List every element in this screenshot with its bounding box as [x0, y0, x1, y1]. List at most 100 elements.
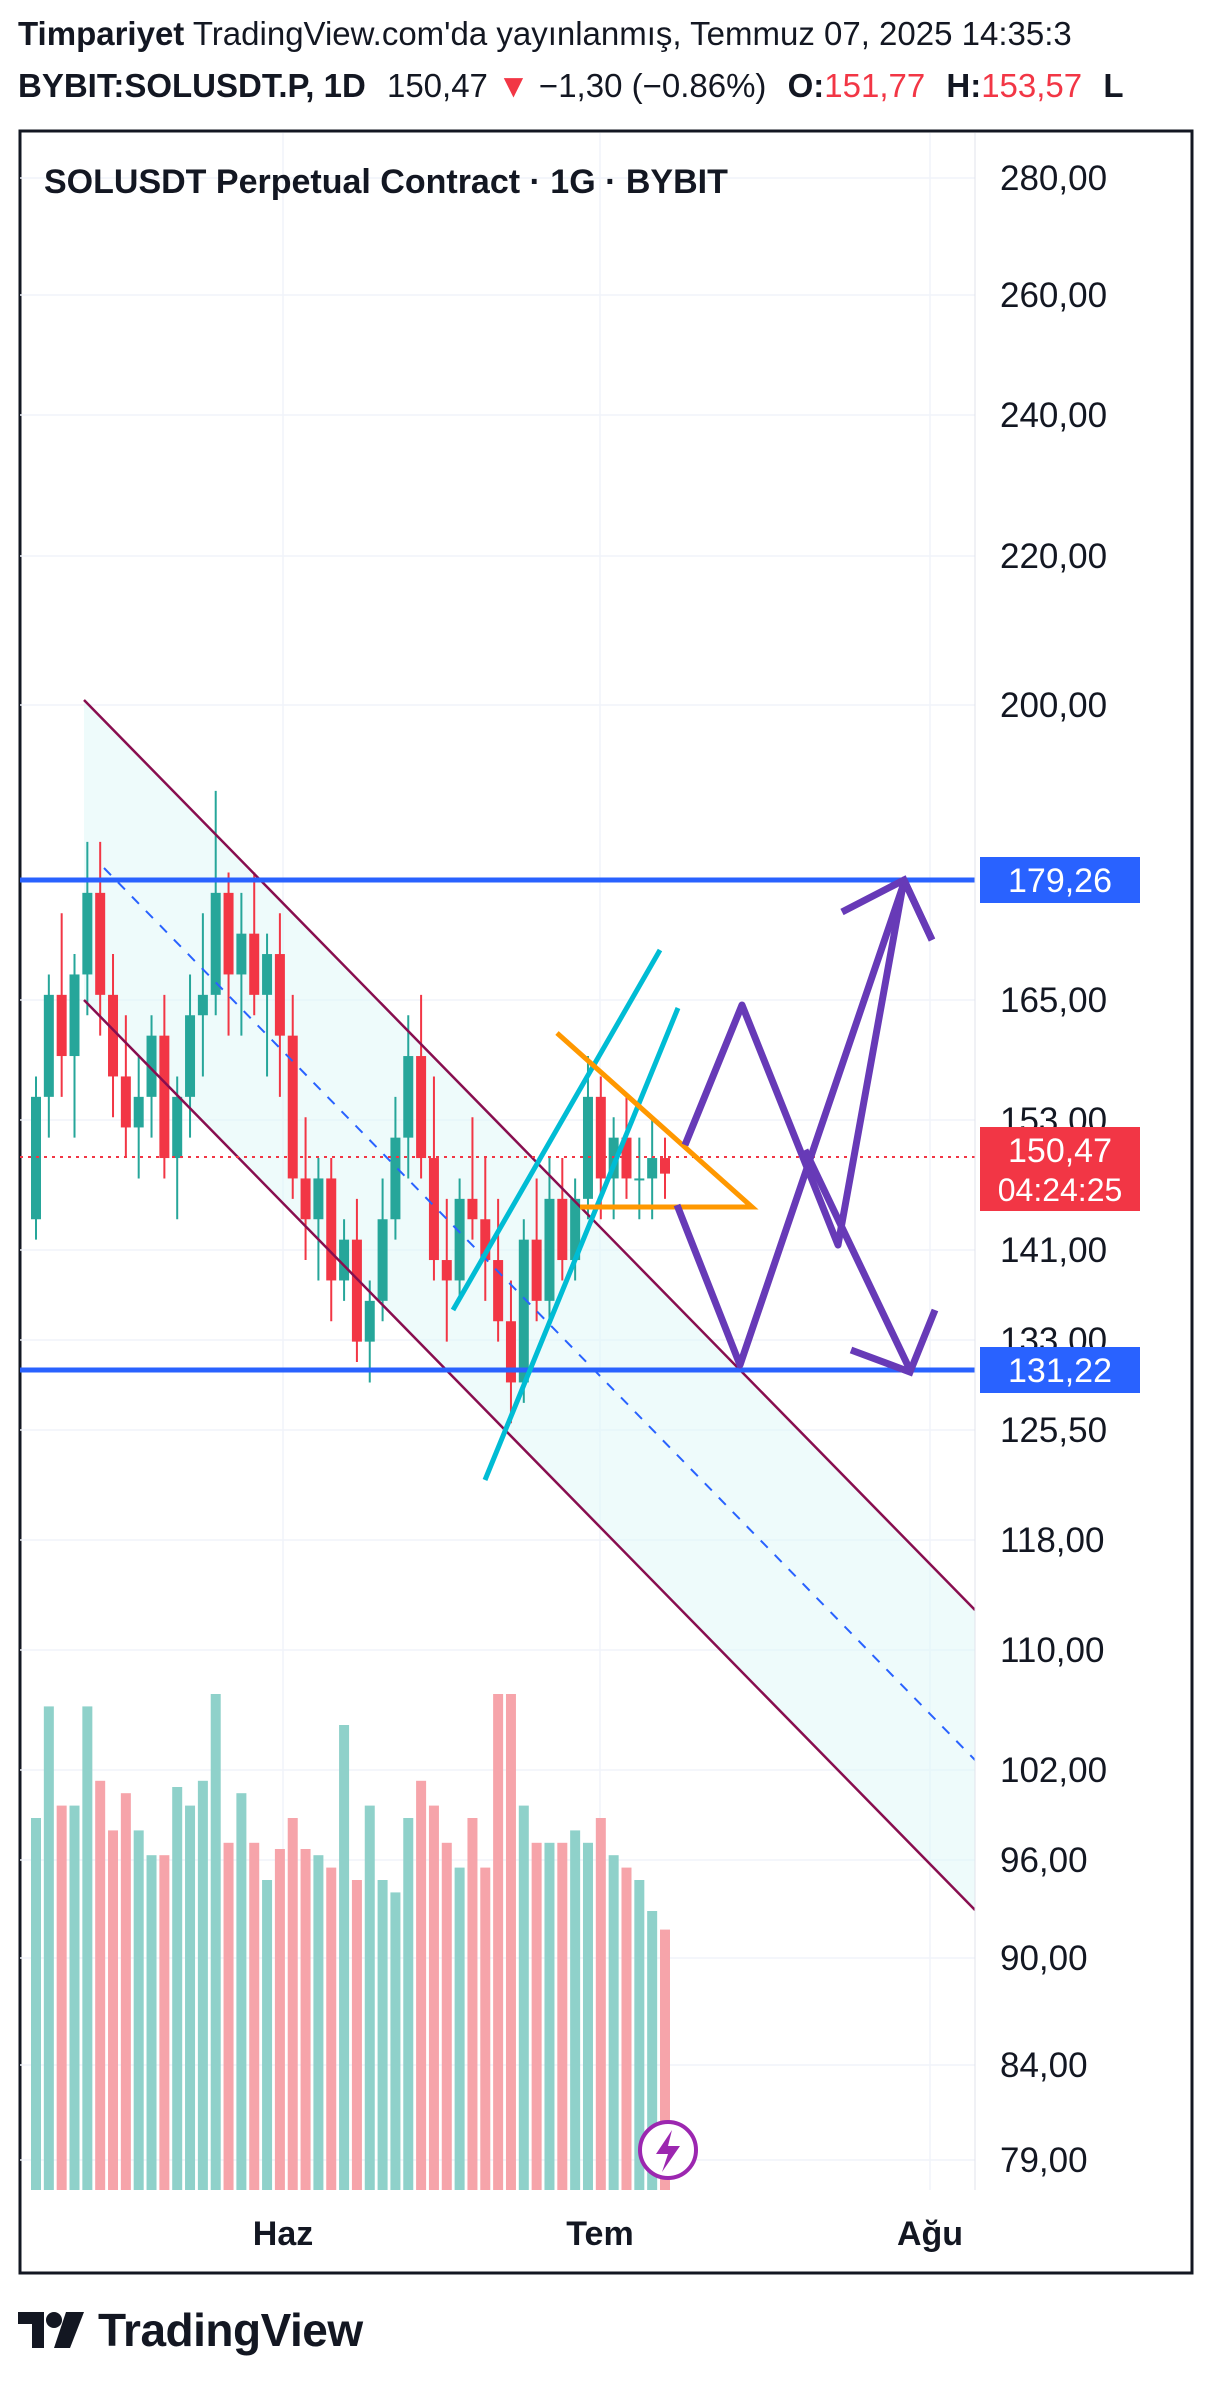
- candle-body: [621, 1137, 632, 1179]
- y-tick-label: 90,00: [1000, 1939, 1088, 1978]
- volume-bar: [31, 1818, 41, 2190]
- price-label-value: 131,22: [1008, 1352, 1112, 1390]
- volume-bar: [582, 1842, 593, 2190]
- volume-bar: [197, 1780, 208, 2190]
- low-label: L: [1103, 67, 1124, 104]
- candle-body: [570, 1198, 581, 1261]
- candle-body: [95, 892, 106, 995]
- volume-bar: [493, 1694, 504, 2190]
- candle-body: [518, 1239, 529, 1383]
- volume-bar: [43, 1706, 54, 2190]
- candle-body: [120, 1076, 131, 1128]
- volume-bar: [518, 1805, 529, 2190]
- volume-bar: [634, 1880, 645, 2190]
- author-name[interactable]: Timpariyet: [18, 15, 185, 52]
- volume-bar: [480, 1867, 491, 2190]
- volume-bar: [557, 1842, 568, 2190]
- candle-body: [544, 1198, 555, 1301]
- volume-bar: [82, 1706, 93, 2190]
- candle-body: [197, 994, 208, 1016]
- candle-body: [557, 1198, 568, 1261]
- price-label-value: 150,47: [1008, 1132, 1112, 1170]
- candle-body: [159, 1035, 170, 1159]
- tradingview-logo[interactable]: TradingView: [18, 2300, 363, 2360]
- volume-bar: [621, 1867, 632, 2190]
- y-tick-label: 141,00: [1000, 1231, 1107, 1270]
- candle-body: [82, 892, 93, 975]
- channel-upper-line: [83, 699, 976, 1611]
- volume-bar: [108, 1830, 119, 2190]
- candle-body: [300, 1178, 311, 1220]
- candle-body: [582, 1096, 593, 1199]
- y-tick-label: 125,50: [1000, 1411, 1107, 1450]
- y-tick-label: 200,00: [1000, 686, 1107, 725]
- y-tick-label: 240,00: [1000, 396, 1107, 435]
- candle-body: [146, 1035, 157, 1097]
- candle-body: [262, 954, 273, 995]
- volume-bar: [660, 1929, 670, 2190]
- volume-bar: [390, 1892, 401, 2190]
- price-label-box: [980, 857, 1140, 903]
- volume-bar: [441, 1842, 452, 2190]
- last-price: 150,47: [386, 67, 488, 104]
- price-change: −1,30 (−0.86%): [538, 67, 767, 104]
- purple-bear-arrowhead: [849, 1308, 939, 1377]
- candle-body: [274, 954, 285, 1036]
- candle-body: [69, 974, 80, 1057]
- volume-bar: [210, 1694, 221, 2190]
- lightning-icon[interactable]: [638, 2120, 698, 2180]
- candle-body: [364, 1300, 375, 1342]
- price-label-value: 179,26: [1008, 862, 1112, 900]
- candle-body: [454, 1198, 465, 1281]
- ohlc-line: BYBIT:SOLUSDT.P, 1D 150,47 ▼ −1,30 (−0.8…: [18, 60, 1208, 112]
- candle-body: [428, 1158, 439, 1261]
- volume-bar: [608, 1855, 619, 2190]
- volume-bars: [31, 1694, 670, 2190]
- volume-bar: [172, 1787, 183, 2190]
- candle-body: [223, 892, 234, 975]
- candle-body: [210, 892, 221, 995]
- candle-body: [647, 1158, 658, 1179]
- volume-bar: [403, 1818, 414, 2190]
- candle-body: [493, 1260, 504, 1322]
- tradingview-logo-icon: [18, 2312, 84, 2348]
- candle-body: [313, 1178, 324, 1220]
- purple-bear-path-2: [801, 1148, 914, 1372]
- volume-bar: [647, 1911, 658, 2190]
- down-arrow-icon: ▼: [497, 67, 530, 104]
- volume-bar: [300, 1849, 311, 2190]
- y-tick-label: 280,00: [1000, 159, 1107, 198]
- high-label: H:: [946, 67, 982, 104]
- y-tick-label: 220,00: [1000, 537, 1107, 576]
- candle-body: [31, 1096, 41, 1220]
- candle-body: [403, 1056, 414, 1138]
- symbol-label: BYBIT:SOLUSDT.P, 1D: [18, 67, 366, 104]
- price-label-box: [980, 1127, 1140, 1211]
- orange-triangle: [555, 1031, 759, 1210]
- purple-bear-path: [673, 878, 909, 1369]
- candle-body: [249, 933, 260, 995]
- candle-body: [480, 1219, 491, 1261]
- x-tick-label: Tem: [566, 2215, 633, 2253]
- volume-bar: [595, 1818, 606, 2190]
- volume-bar: [249, 1842, 260, 2190]
- chart-header: Timpariyet TradingView.com'da yayınlanmı…: [18, 8, 1208, 112]
- x-tick-label: Ağu: [897, 2215, 963, 2253]
- candle-body: [467, 1198, 478, 1220]
- candle-body: [339, 1239, 350, 1281]
- candle-body: [595, 1096, 606, 1179]
- candle-body: [531, 1239, 542, 1301]
- volume-bar: [544, 1842, 555, 2190]
- candle-body: [505, 1321, 516, 1383]
- candle-body: [326, 1178, 337, 1281]
- volume-bar: [262, 1880, 273, 2190]
- volume-bar: [236, 1793, 247, 2190]
- volume-bar: [159, 1855, 170, 2190]
- volume-bar: [467, 1818, 478, 2190]
- volume-bar: [339, 1725, 350, 2190]
- candle-body: [608, 1137, 619, 1179]
- volume-bar: [287, 1818, 298, 2190]
- volume-bar: [133, 1830, 144, 2190]
